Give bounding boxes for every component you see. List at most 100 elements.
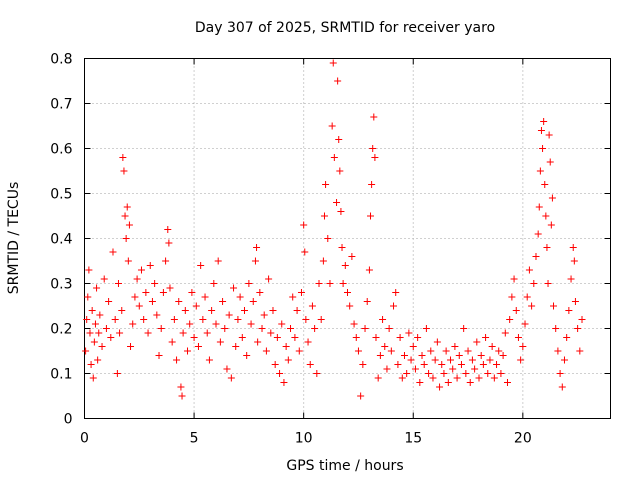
data-point [230, 284, 238, 292]
data-point [541, 181, 549, 188]
data-point [181, 307, 189, 314]
data-point [510, 275, 518, 283]
data-point [153, 311, 161, 319]
data-point [173, 356, 181, 364]
data-point [295, 347, 303, 355]
data-point [197, 262, 205, 269]
data-point [162, 257, 170, 265]
data-point [243, 352, 251, 359]
data-point [265, 275, 273, 283]
data-point [267, 329, 275, 337]
y-tick-label: 0.1 [50, 367, 72, 383]
y-axis-label: SRMTID / TECUs [6, 182, 22, 295]
data-point [438, 361, 446, 368]
data-point [329, 59, 337, 67]
data-point [525, 266, 533, 274]
data-point [493, 361, 501, 368]
data-point [556, 370, 564, 377]
y-tick-label: 0.5 [50, 187, 72, 203]
data-point [304, 338, 312, 346]
data-point [278, 320, 286, 328]
data-point [276, 370, 284, 377]
data-point [503, 379, 511, 386]
y-tick-label: 0.2 [50, 322, 72, 338]
data-point [221, 325, 229, 332]
data-point [96, 311, 104, 319]
data-point [155, 352, 163, 359]
data-point [297, 289, 305, 296]
y-tick-label: 0.8 [50, 52, 72, 68]
data-point [381, 343, 389, 350]
data-point [416, 379, 424, 386]
data-point [462, 370, 470, 377]
y-tick-label: 0 [64, 412, 73, 428]
data-point [260, 311, 268, 319]
data-point [449, 365, 457, 373]
data-point [234, 316, 242, 323]
data-point [144, 329, 152, 337]
data-point [93, 284, 101, 292]
data-point [379, 316, 387, 323]
data-point [539, 145, 547, 152]
data-point [548, 194, 556, 202]
data-point [422, 325, 430, 332]
data-point [363, 298, 371, 305]
data-point [164, 226, 172, 233]
data-point [280, 379, 288, 386]
data-point [565, 307, 573, 314]
data-point [536, 167, 544, 175]
data-point [127, 343, 135, 350]
data-points [82, 59, 586, 400]
data-point [374, 374, 382, 382]
data-point [203, 329, 211, 337]
y-tick-label: 0.4 [50, 232, 72, 248]
x-axis-label: GPS time / hours [286, 458, 403, 474]
data-point [201, 293, 209, 301]
data-point [186, 320, 194, 328]
data-point [398, 374, 406, 382]
data-point [427, 347, 435, 355]
data-point [385, 325, 393, 332]
data-point [486, 356, 494, 364]
data-point [334, 77, 342, 85]
data-point [414, 334, 422, 341]
data-point [291, 334, 299, 341]
x-tick-label: 15 [404, 431, 422, 447]
data-point [405, 329, 413, 337]
data-point [116, 329, 124, 337]
data-point [142, 289, 150, 296]
data-point [254, 338, 262, 346]
data-point [94, 356, 102, 364]
data-point [165, 239, 173, 247]
axis-ticks [84, 58, 611, 419]
data-point [247, 320, 255, 328]
y-tick-label: 0.6 [50, 142, 72, 158]
data-point [528, 302, 536, 310]
data-point [199, 316, 207, 323]
data-point [479, 361, 487, 368]
data-point [322, 181, 330, 188]
data-point [576, 347, 584, 355]
data-point [444, 379, 452, 386]
data-point [482, 334, 490, 341]
data-point [497, 370, 505, 377]
data-point [339, 280, 347, 287]
data-point [534, 230, 542, 238]
data-point [420, 361, 428, 368]
data-point [105, 298, 113, 305]
data-point [574, 325, 582, 332]
data-point [124, 257, 132, 265]
data-point [530, 280, 538, 287]
data-point [120, 167, 128, 175]
data-point [348, 253, 356, 260]
data-point [361, 325, 369, 332]
data-point [546, 158, 554, 166]
data-point [319, 257, 327, 265]
data-point [433, 338, 441, 346]
data-point [569, 244, 577, 251]
data-point [542, 212, 550, 220]
data-point [517, 356, 525, 364]
data-point [396, 334, 404, 341]
data-point [371, 154, 379, 161]
data-point [453, 374, 461, 382]
